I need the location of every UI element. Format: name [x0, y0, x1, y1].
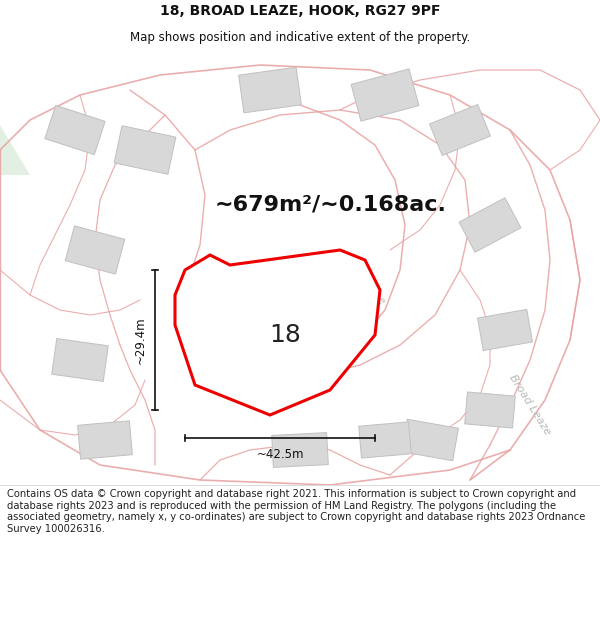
Text: 18, BROAD LEAZE, HOOK, RG27 9PF: 18, BROAD LEAZE, HOOK, RG27 9PF — [160, 4, 440, 18]
Text: ~42.5m: ~42.5m — [256, 448, 304, 461]
Bar — [401, 419, 458, 461]
Bar — [459, 198, 521, 252]
Polygon shape — [0, 50, 30, 175]
Bar — [65, 226, 125, 274]
Bar — [272, 432, 328, 468]
Polygon shape — [175, 250, 380, 415]
Text: Map shows position and indicative extent of the property.: Map shows position and indicative extent… — [130, 31, 470, 44]
Bar — [239, 67, 301, 113]
Bar — [52, 339, 108, 381]
Bar — [430, 104, 490, 156]
Bar — [478, 309, 532, 351]
Text: Contains OS data © Crown copyright and database right 2021. This information is : Contains OS data © Crown copyright and d… — [7, 489, 586, 534]
Bar — [77, 421, 133, 459]
Bar — [351, 69, 419, 121]
Text: ~679m²/~0.168ac.: ~679m²/~0.168ac. — [215, 195, 447, 215]
Bar — [114, 126, 176, 174]
Bar — [464, 392, 515, 428]
Bar — [217, 282, 293, 348]
Bar — [359, 422, 411, 458]
Bar — [45, 106, 105, 154]
Text: Broad Leaze: Broad Leaze — [329, 253, 387, 307]
Text: Broad Leaze: Broad Leaze — [508, 373, 553, 437]
Text: 18: 18 — [269, 323, 301, 347]
Text: ~29.4m: ~29.4m — [134, 316, 147, 364]
